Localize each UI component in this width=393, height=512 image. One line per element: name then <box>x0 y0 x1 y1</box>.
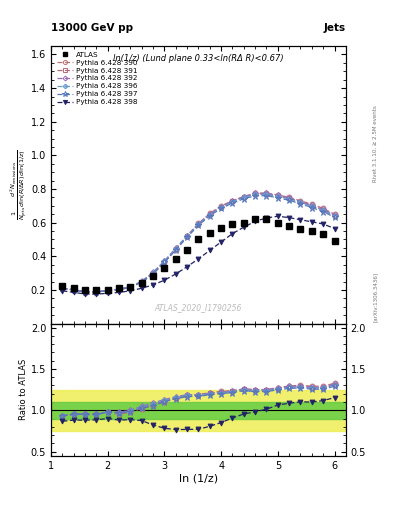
Text: ln(1/z) (Lund plane 0.33<ln(RΔ R)<0.67): ln(1/z) (Lund plane 0.33<ln(RΔ R)<0.67) <box>113 54 284 63</box>
X-axis label: ln (1/z): ln (1/z) <box>179 473 218 483</box>
Bar <box>51 402 346 418</box>
Legend: ATLAS, Pythia 6.428 390, Pythia 6.428 391, Pythia 6.428 392, Pythia 6.428 396, P: ATLAS, Pythia 6.428 390, Pythia 6.428 39… <box>55 50 139 107</box>
Text: Jets: Jets <box>324 23 346 33</box>
Text: 13000 GeV pp: 13000 GeV pp <box>51 23 133 33</box>
Text: [arXiv:1306.3436]: [arXiv:1306.3436] <box>373 272 378 322</box>
Bar <box>51 390 346 431</box>
Text: Rivet 3.1.10, ≥ 2.5M events: Rivet 3.1.10, ≥ 2.5M events <box>373 105 378 182</box>
Text: ATLAS_2020_I1790256: ATLAS_2020_I1790256 <box>155 304 242 312</box>
Y-axis label: $\frac{1}{N_{\mathrm{jets}}}\frac{d^2 N_{\mathrm{emissions}}}{d\ln(R/\Delta R)\,: $\frac{1}{N_{\mathrm{jets}}}\frac{d^2 N_… <box>9 150 29 220</box>
Y-axis label: Ratio to ATLAS: Ratio to ATLAS <box>19 359 28 420</box>
